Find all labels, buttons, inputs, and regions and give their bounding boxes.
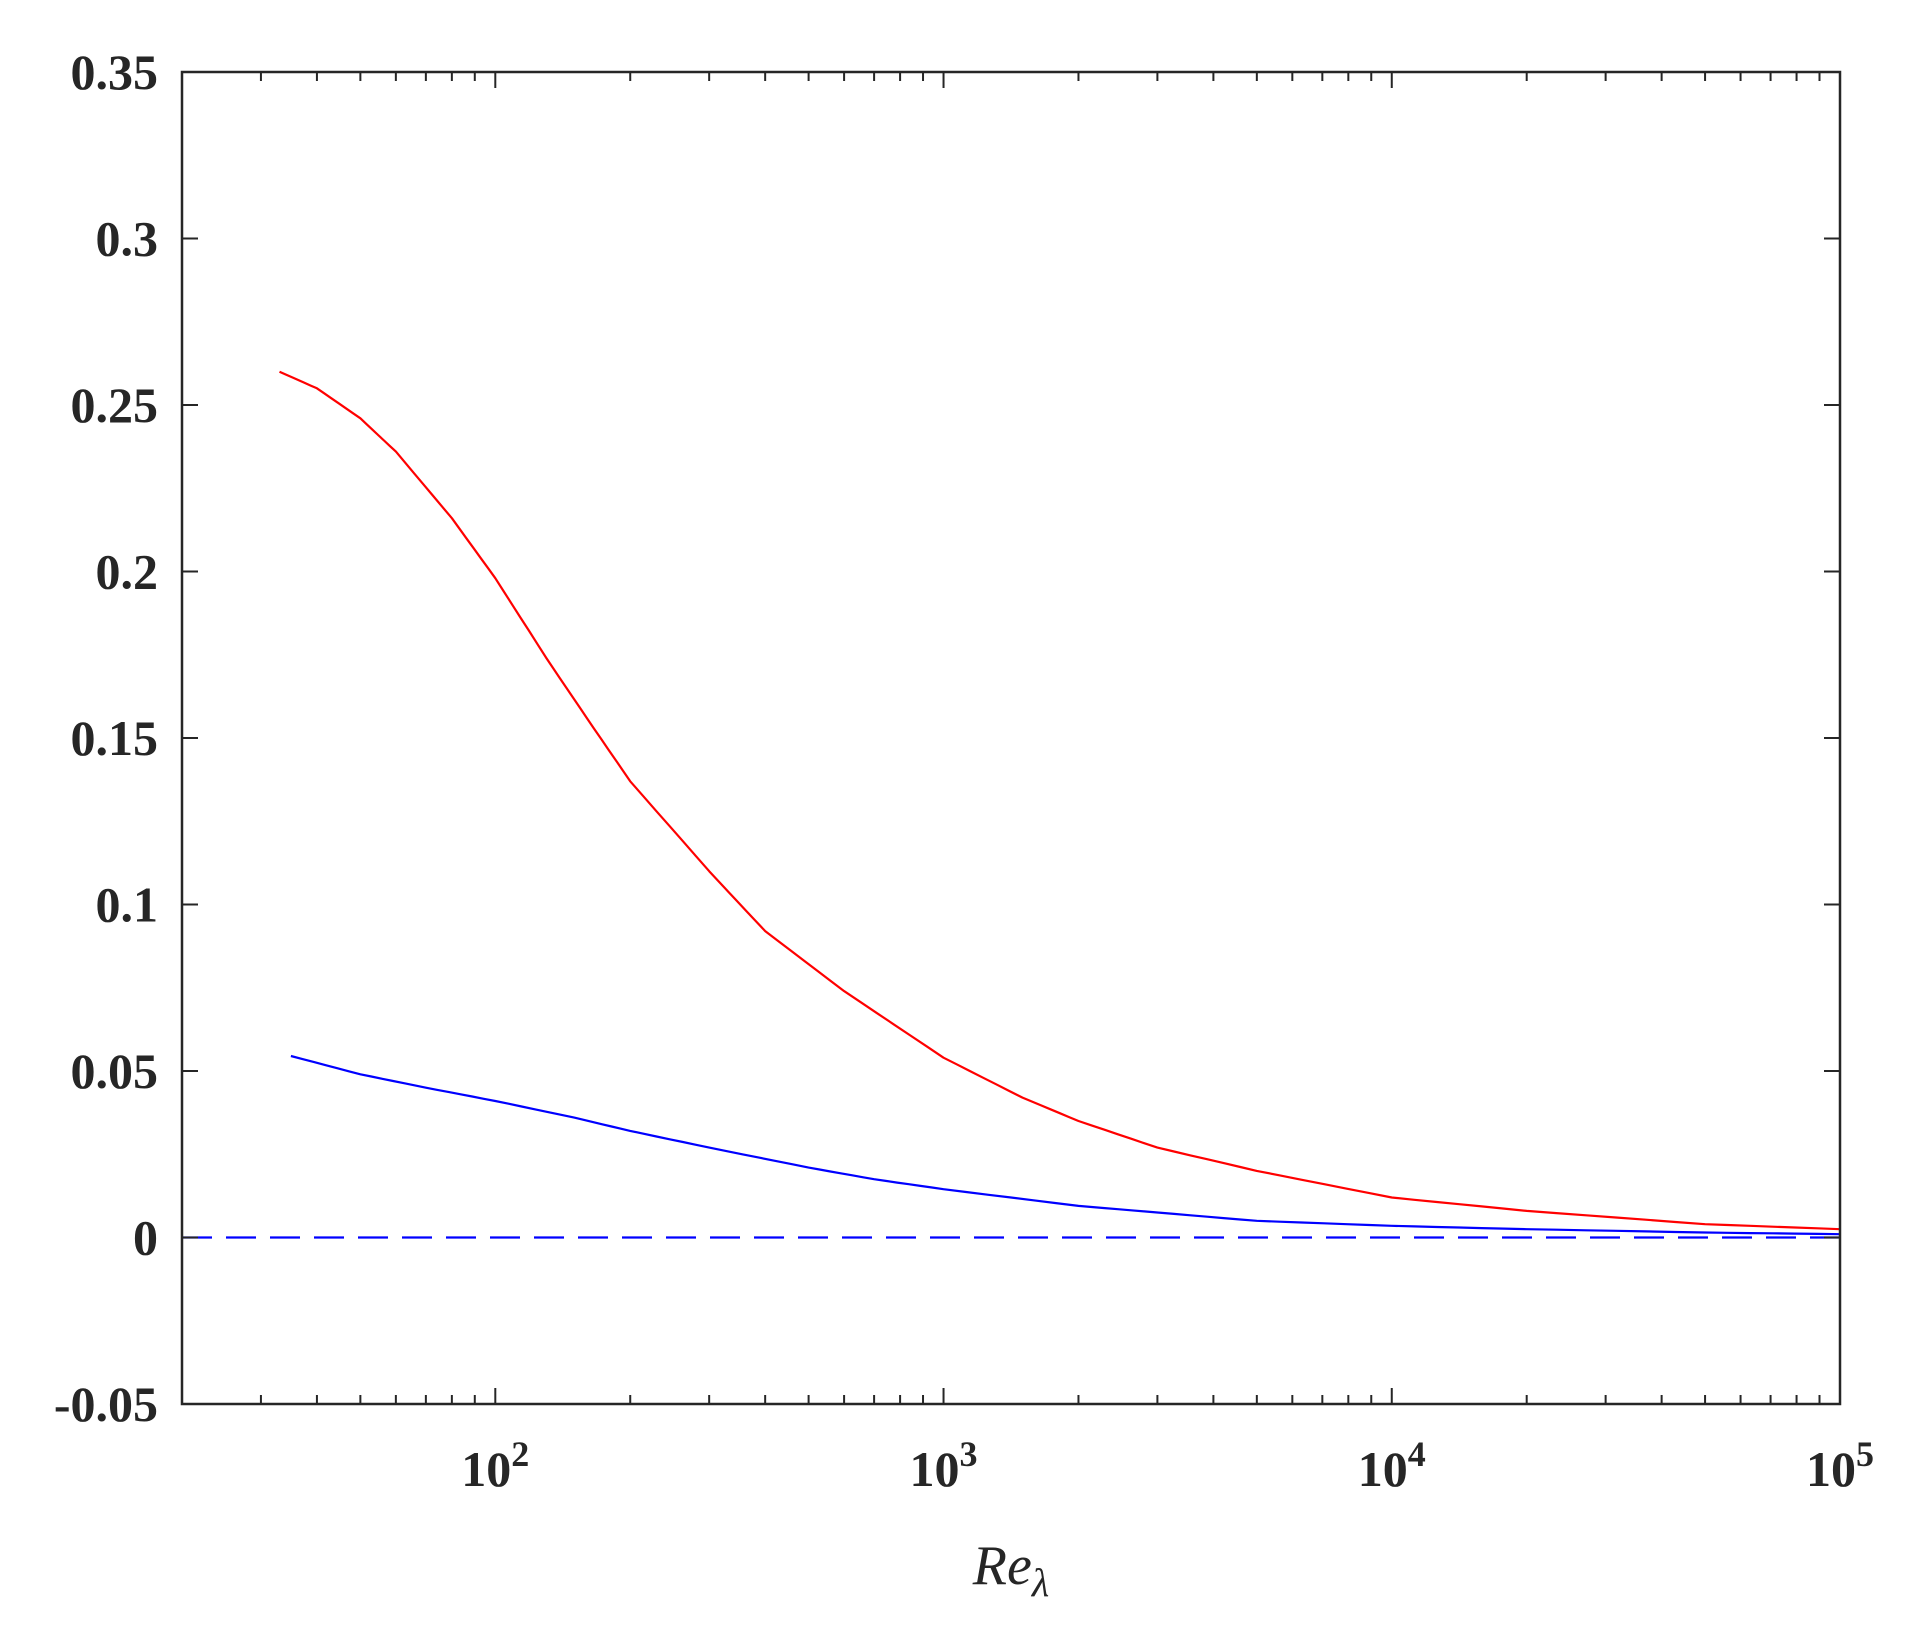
y-tick-labels: -0.05 0 0.05 0.1 0.15 0.2 0.25 0.3 0.35	[54, 44, 158, 1432]
x-tick-label: 104	[1358, 1434, 1426, 1497]
series-line-1	[279, 370, 1841, 1231]
y-tick-label: 0	[133, 1210, 158, 1266]
x-tick-label-base: 10	[910, 1441, 960, 1497]
y-tick-label: 0.05	[71, 1043, 159, 1099]
x-tick-label-base: 10	[461, 1441, 511, 1497]
y-tick-label: 0.2	[96, 544, 159, 600]
y-tick-label: 0.15	[71, 710, 159, 766]
series-layer	[182, 370, 1841, 1239]
plot-frame	[180, 70, 1842, 1406]
y-tick-label: 0.1	[96, 877, 159, 933]
x-axis-title-main: Re	[972, 1535, 1032, 1597]
series-line-2	[290, 1054, 1841, 1236]
y-tick-label: 0.25	[71, 377, 159, 433]
x-tick-label-exponent: 2	[511, 1434, 529, 1474]
x-tick-label: 105	[1806, 1434, 1874, 1497]
x-tick-label: 103	[910, 1434, 978, 1497]
x-tick-labels: 102 103 104 105	[461, 1434, 1874, 1497]
y-tick-label: 0.3	[96, 211, 159, 267]
x-axis-title-subscript: λ	[1031, 1560, 1049, 1605]
y-tick-label: 0.35	[71, 44, 159, 100]
x-tick-label-exponent: 4	[1408, 1434, 1426, 1474]
x-tick-label-base: 10	[1358, 1441, 1408, 1497]
x-tick-label-base: 10	[1806, 1441, 1856, 1497]
x-tick-label-exponent: 3	[960, 1434, 978, 1474]
x-axis-title: Reλ	[972, 1535, 1049, 1605]
y-tick-label: -0.05	[54, 1376, 158, 1432]
x-tick-label: 102	[461, 1434, 529, 1497]
x-tick-label-exponent: 5	[1856, 1434, 1874, 1474]
ticks-layer	[181, 71, 1841, 1405]
